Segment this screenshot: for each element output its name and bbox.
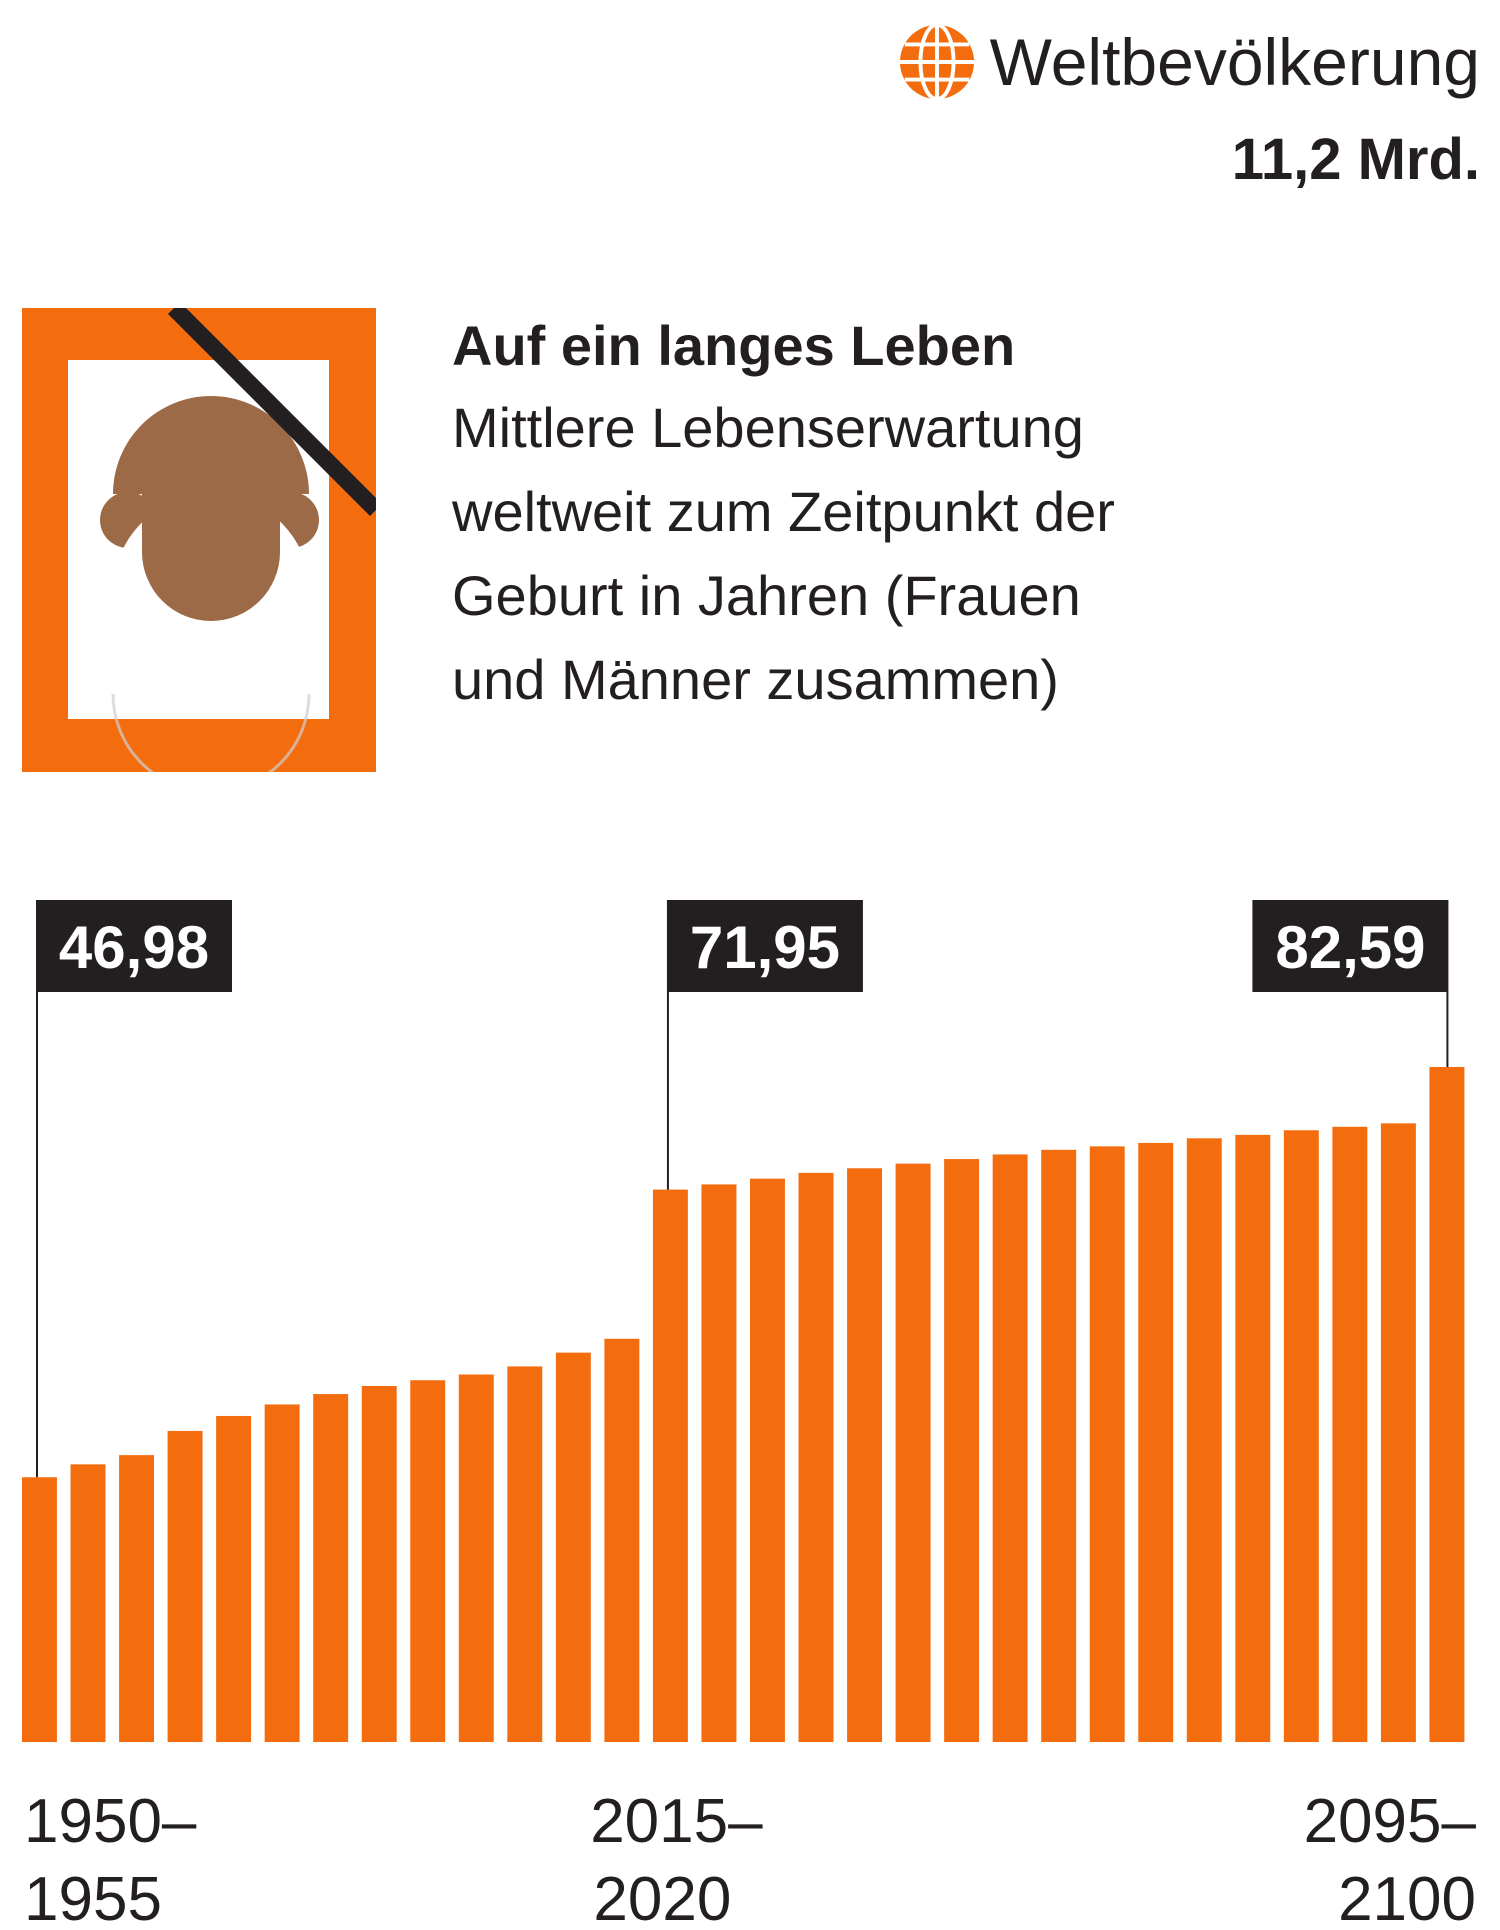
x-tick-label: 2015– — [590, 1787, 763, 1856]
header-label: Weltbevölkerung — [989, 25, 1480, 99]
bar — [313, 1394, 349, 1742]
bar — [1429, 1067, 1465, 1742]
bar — [895, 1163, 931, 1742]
data-label-box — [1252, 900, 1449, 992]
bar — [555, 1352, 591, 1742]
bar-chart: 46,98 71,95 82,59 1950– 1955 2015– 2020 2095– 21… — [22, 900, 1477, 1930]
bar — [1089, 1146, 1125, 1742]
bar — [22, 1477, 57, 1742]
memorial-portrait-icon — [22, 308, 376, 772]
header-row: Weltbevölkerung — [898, 22, 1480, 102]
bar — [944, 1159, 980, 1742]
data-label: 71,95 — [690, 914, 840, 981]
population-value: 11,2 Mrd. — [1231, 127, 1480, 192]
bar — [604, 1338, 640, 1742]
bar — [264, 1404, 300, 1742]
bar — [119, 1455, 155, 1742]
bar — [1138, 1142, 1174, 1742]
bar — [701, 1184, 737, 1742]
title-block: Auf ein langes Leben Mittlere Lebenserwa… — [452, 308, 1452, 722]
data-label: 46,98 — [59, 914, 209, 981]
chart-subtitle: Mittlere Lebenserwartung weltweit zum Ze… — [452, 386, 1452, 722]
globe-icon — [899, 23, 974, 101]
bar — [1380, 1123, 1416, 1742]
bar — [410, 1380, 446, 1742]
x-tick-label: 2095– — [1304, 1787, 1477, 1856]
bar — [1332, 1126, 1368, 1742]
x-tick-label: 1950– — [24, 1787, 197, 1856]
subtitle-line: Geburt in Jahren (Frauen — [452, 564, 1081, 627]
bar — [216, 1415, 252, 1742]
bar — [1235, 1134, 1271, 1742]
bar — [652, 1189, 688, 1742]
chart-title: Auf ein langes Leben — [452, 314, 1016, 377]
data-label: 82,59 — [1275, 914, 1425, 981]
bar — [798, 1172, 834, 1742]
bar — [992, 1154, 1028, 1742]
x-tick-label: 2020 — [593, 1865, 731, 1930]
bar — [847, 1168, 883, 1742]
bar — [1041, 1149, 1077, 1742]
subtitle-line: und Männer zusammen) — [452, 648, 1059, 711]
bar — [361, 1386, 397, 1742]
bar — [1283, 1130, 1319, 1742]
x-tick-label: 1955 — [24, 1865, 162, 1930]
bar — [750, 1178, 785, 1742]
bar — [1186, 1138, 1222, 1742]
bar — [507, 1366, 543, 1742]
header: Weltbevölkerung 11,2 Mrd. — [898, 22, 1480, 200]
x-tick-label: 2100 — [1338, 1865, 1476, 1930]
data-label-box — [36, 900, 232, 992]
bar — [458, 1374, 494, 1742]
bar — [70, 1464, 106, 1742]
bar — [167, 1430, 203, 1742]
subtitle-line: weltweit zum Zeitpunkt der — [452, 480, 1115, 543]
data-label-box — [666, 900, 863, 992]
subtitle-line: Mittlere Lebenserwartung — [452, 396, 1084, 459]
